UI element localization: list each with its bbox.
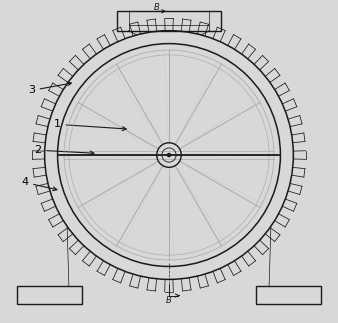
Bar xyxy=(17,286,82,304)
Text: 2: 2 xyxy=(34,145,42,155)
Text: B: B xyxy=(154,3,160,12)
Text: B: B xyxy=(166,296,172,305)
Bar xyxy=(117,11,221,31)
Bar xyxy=(256,286,321,304)
Text: 1: 1 xyxy=(54,120,61,129)
Text: 4: 4 xyxy=(22,178,29,187)
Circle shape xyxy=(167,153,171,157)
Text: 3: 3 xyxy=(28,86,35,95)
